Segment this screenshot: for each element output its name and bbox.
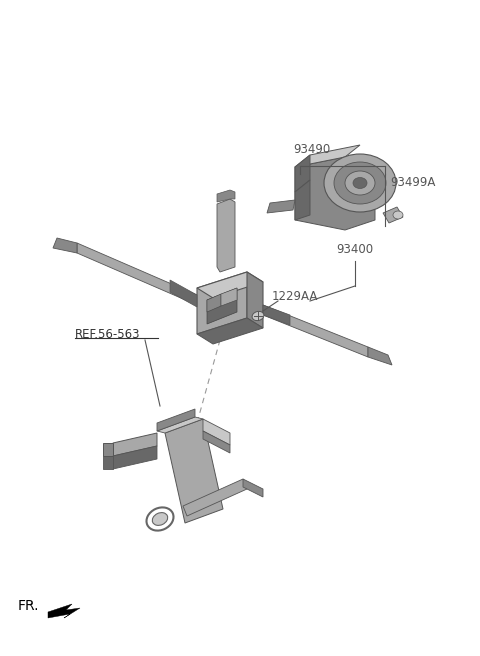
Polygon shape [263,305,368,357]
Text: 1229AA: 1229AA [272,289,318,302]
Polygon shape [183,479,247,516]
Polygon shape [203,419,230,445]
Ellipse shape [152,512,168,525]
Polygon shape [217,199,235,272]
Polygon shape [217,190,235,202]
Text: 93400: 93400 [336,243,373,256]
Polygon shape [247,272,263,328]
Ellipse shape [324,154,396,212]
Polygon shape [103,456,113,469]
Polygon shape [165,419,223,523]
Polygon shape [267,200,295,213]
Ellipse shape [393,211,403,219]
Polygon shape [207,294,221,312]
Ellipse shape [334,162,386,204]
Polygon shape [113,433,157,456]
Polygon shape [295,180,310,220]
Polygon shape [53,238,77,253]
Polygon shape [48,604,80,618]
Text: REF.56-563: REF.56-563 [75,327,141,340]
Polygon shape [295,145,360,167]
Polygon shape [157,409,195,431]
Polygon shape [203,431,230,453]
Text: 93499A: 93499A [390,176,435,190]
Polygon shape [221,288,237,306]
Polygon shape [170,280,197,307]
Ellipse shape [353,178,367,188]
Polygon shape [207,288,237,324]
Text: 93490: 93490 [293,143,331,156]
Polygon shape [368,347,392,365]
Polygon shape [77,243,197,305]
Polygon shape [103,443,113,456]
Polygon shape [243,479,263,497]
Polygon shape [295,157,375,230]
Polygon shape [263,305,290,325]
Polygon shape [197,272,263,298]
Polygon shape [113,446,157,469]
Polygon shape [157,417,203,433]
Text: FR.: FR. [18,599,39,613]
Polygon shape [197,318,263,344]
Polygon shape [295,155,310,192]
Polygon shape [197,272,247,334]
Polygon shape [383,207,403,223]
Ellipse shape [252,312,264,321]
Ellipse shape [345,171,375,195]
